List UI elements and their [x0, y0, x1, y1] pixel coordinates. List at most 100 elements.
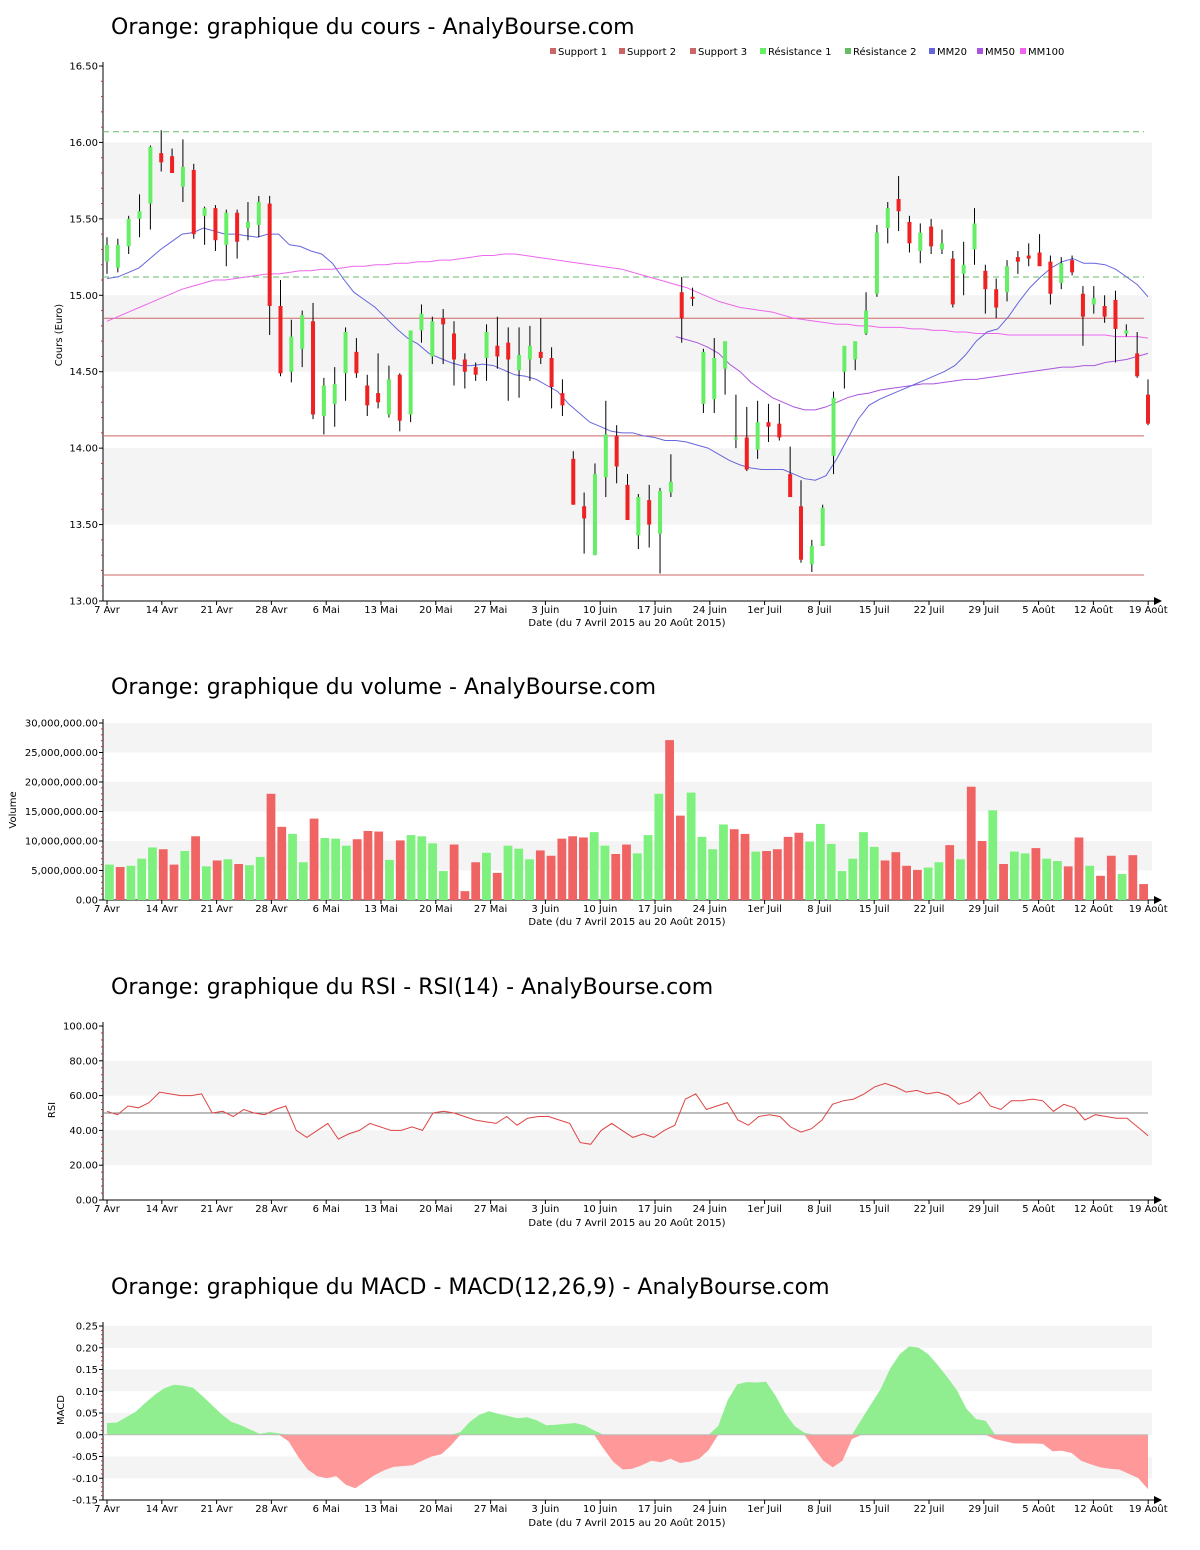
volume-bar — [471, 862, 481, 900]
price-x-tick-label: 1er Juil — [747, 605, 782, 616]
rsi-y-tick-label: 60.00 — [69, 1091, 98, 1102]
candle-body — [625, 484, 630, 520]
candle-body — [1037, 252, 1042, 267]
volume-x-axis-label: Date (du 7 Avril 2015 au 20 Août 2015) — [528, 916, 725, 928]
price-x-tick-label: 14 Avr — [146, 605, 179, 616]
rsi-x-tick-label: 8 Juil — [807, 1204, 831, 1215]
volume-bar — [105, 864, 114, 900]
volume-x-tick-label: 22 Juil — [914, 904, 945, 915]
rsi-y-tick-label: 0.00 — [76, 1196, 98, 1207]
macd-y-tick-label: 0.00 — [76, 1430, 98, 1441]
macd-y-tick-label: -0.05 — [72, 1452, 98, 1463]
rsi-x-tick-label: 19 Août — [1129, 1203, 1168, 1215]
volume-bar — [428, 843, 437, 900]
volume-bar — [277, 826, 287, 900]
volume-y-tick-label: 10,000,000.00 — [25, 837, 98, 848]
macd-grid-band — [103, 1369, 1152, 1392]
macd-y-tick-label: 0.25 — [76, 1322, 98, 1333]
candle-body — [343, 331, 348, 374]
price-x-axis-label: Date (du 7 Avril 2015 au 20 Août 2015) — [528, 617, 725, 629]
candle-body — [766, 422, 771, 427]
volume-x-tick-label: 24 Juin — [693, 904, 727, 915]
legend-swatch — [550, 48, 556, 54]
candle-body — [690, 296, 695, 299]
rsi-x-tick-label: 20 Mai — [419, 1204, 452, 1215]
legend-swatch — [929, 48, 935, 54]
candle-body — [712, 357, 717, 400]
candle-body — [202, 208, 207, 216]
legend-label: MM20 — [937, 47, 967, 58]
volume-x-tick-label: 19 Août — [1129, 903, 1168, 915]
candle-body — [137, 211, 142, 219]
candle-body — [820, 507, 825, 546]
rsi-x-tick-label: 17 Juin — [638, 1204, 672, 1215]
candle-body — [983, 270, 988, 290]
rsi-x-tick-label: 14 Avr — [146, 1204, 179, 1215]
volume-x-tick-label: 15 Juil — [859, 904, 890, 915]
candle-body — [245, 221, 250, 229]
volume-bar — [1009, 851, 1019, 900]
volume-bar — [374, 831, 384, 900]
mm100-line — [106, 253, 1149, 339]
volume-x-tick-label: 3 Juin — [531, 904, 559, 915]
volume-x-tick-label: 28 Avr — [255, 904, 288, 915]
legend-swatch — [760, 48, 766, 54]
volume-bar — [266, 793, 276, 900]
volume-bar — [191, 836, 200, 900]
macd-y-tick-label: 0.10 — [76, 1387, 98, 1398]
candle-body — [1005, 266, 1010, 293]
price-x-tick-label: 8 Juil — [807, 605, 831, 616]
price-y-axis-label: Cours (Euro) — [54, 304, 65, 367]
volume-x-tick-label: 21 Avr — [201, 904, 234, 915]
rsi-y-tick-label: 100.00 — [63, 1022, 98, 1033]
macd-x-tick-label: 5 Août — [1022, 1503, 1055, 1515]
candle-body — [560, 393, 565, 406]
rsi-x-tick-label: 29 Juil — [968, 1204, 999, 1215]
volume-bar — [385, 859, 394, 900]
price-chart-title: Orange: graphique du cours - AnalyBourse… — [111, 15, 635, 40]
rsi-y-tick-label: 40.00 — [69, 1126, 98, 1137]
volume-bar — [395, 840, 405, 900]
candle-body — [365, 385, 370, 406]
volume-bar — [212, 860, 222, 900]
volume-bar — [1085, 865, 1095, 900]
legend-label: Résistance 2 — [853, 46, 916, 58]
volume-bar — [1063, 866, 1073, 900]
volume-bar — [708, 849, 718, 900]
candle-body — [115, 244, 120, 268]
candle-body — [831, 397, 836, 456]
volume-bar — [320, 838, 330, 900]
macd-x-tick-label: 13 Mai — [364, 1504, 397, 1515]
rsi-chart-title: Orange: graphique du RSI - RSI(14) - Ana… — [111, 975, 713, 1000]
volume-bar — [169, 864, 179, 900]
volume-bar — [1031, 848, 1041, 900]
macd-x-tick-label: 7 Avr — [94, 1504, 121, 1515]
volume-y-tick-label: 30,000,000.00 — [25, 719, 98, 730]
price-y-tick-label: 14.50 — [69, 367, 98, 378]
volume-bar — [923, 867, 933, 900]
volume-x-tick-label: 5 Août — [1022, 903, 1055, 915]
volume-bar — [535, 850, 545, 900]
price-x-tick-label: 12 Août — [1074, 604, 1113, 616]
volume-bar — [934, 862, 944, 900]
mm20-line — [106, 227, 1149, 481]
volume-bar — [977, 841, 987, 900]
legend-swatch — [845, 48, 851, 54]
volume-bar — [1042, 858, 1052, 900]
macd-x-tick-label: 15 Juil — [859, 1504, 890, 1515]
candle-body — [582, 506, 587, 519]
volume-bar — [546, 855, 556, 900]
volume-bar — [869, 846, 879, 900]
macd-positive-area — [107, 1346, 1148, 1435]
price-x-tick-label: 3 Juin — [531, 605, 559, 616]
macd-negative-area — [107, 1434, 1148, 1490]
price-y-tick-label: 15.50 — [69, 214, 98, 225]
rsi-x-tick-label: 24 Juin — [693, 1204, 727, 1215]
volume-bar — [837, 871, 847, 900]
legend-label: MM100 — [1028, 47, 1064, 58]
volume-bar — [201, 866, 211, 900]
volume-bar — [460, 891, 470, 900]
candle-body — [430, 321, 435, 357]
candle-body — [170, 156, 175, 173]
volume-bar — [1139, 884, 1148, 900]
